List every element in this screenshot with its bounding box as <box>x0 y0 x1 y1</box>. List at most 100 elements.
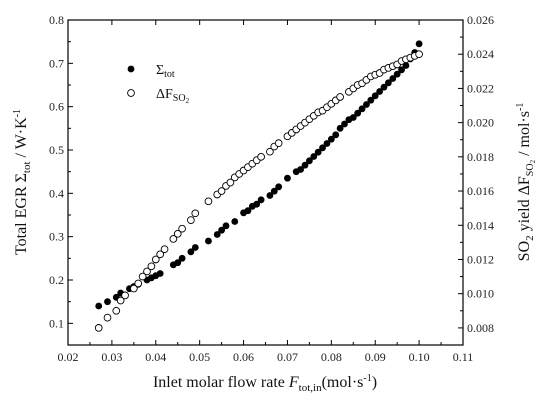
sigma-tot-point <box>231 218 239 225</box>
sigma-tot-point <box>384 79 392 87</box>
y-right-tick-label: 0.022 <box>467 81 494 95</box>
sigma-tot-point <box>301 161 309 169</box>
y-axis-right-title: SO2 yield ΔFSO2 / mol·s-1 <box>515 103 537 262</box>
delta-f-so2-point <box>138 272 147 281</box>
legend-entry-delta-f: ΔFSO2 <box>156 87 190 105</box>
y-right-tick-label: 0.026 <box>467 13 494 27</box>
x-tick-label: 0.05 <box>189 350 210 364</box>
delta-f-so2-point <box>217 187 226 195</box>
delta-f-so2-point <box>103 313 112 322</box>
legend-marker-open <box>127 89 135 97</box>
sigma-tot-point <box>205 237 212 245</box>
sigma-tot-point <box>371 92 379 100</box>
sigma-tot-point <box>393 70 401 78</box>
y-left-tick-label: 0.6 <box>49 100 64 114</box>
delta-f-so2-point <box>266 147 274 156</box>
x-tick-label: 0.11 <box>453 350 474 364</box>
sigma-tot-point <box>398 66 405 74</box>
sigma-tot-point <box>415 40 423 48</box>
points-layer <box>94 40 423 332</box>
sigma-tot-point <box>156 270 164 277</box>
sigma-tot-point <box>314 148 322 156</box>
x-tick-label: 0.07 <box>277 350 298 364</box>
delta-f-so2-point <box>178 224 186 233</box>
sigma-tot-point <box>323 140 331 147</box>
delta-f-so2-point <box>134 279 143 288</box>
delta-f-so2-point <box>156 250 165 259</box>
delta-f-so2-point <box>415 50 423 59</box>
delta-f-so2-point <box>173 229 182 238</box>
delta-f-so2-point <box>257 152 265 161</box>
sigma-tot-point <box>275 183 283 191</box>
delta-f-so2-point <box>274 139 283 148</box>
sigma-tot-point <box>310 153 318 160</box>
sigma-tot-point <box>363 101 370 108</box>
sigma-tot-point <box>178 254 186 262</box>
y-left-tick-label: 0.5 <box>49 143 64 157</box>
sigma-tot-point <box>174 259 182 267</box>
legend-marker-filled <box>127 65 135 73</box>
sigma-tot-point <box>389 75 397 82</box>
x-tick-label: 0.02 <box>58 350 79 364</box>
sigma-tot-point <box>104 298 111 306</box>
y-left-tick-label: 0.7 <box>49 56 64 70</box>
y-left-tick-label: 0.2 <box>49 273 64 287</box>
x-tick-label: 0.03 <box>101 350 122 364</box>
plot-frame <box>67 19 464 346</box>
x-tick-label: 0.10 <box>409 350 430 364</box>
sigma-tot-point <box>367 96 375 104</box>
sigma-tot-point <box>244 207 252 215</box>
y-right-tick-label: 0.014 <box>467 218 494 232</box>
sigma-tot-point <box>354 109 362 117</box>
sigma-tot-point <box>336 124 344 132</box>
sigma-tot-point <box>332 131 340 139</box>
delta-f-so2-point <box>129 284 138 293</box>
delta-f-so2-point <box>191 209 200 218</box>
x-tick-label: 0.09 <box>365 350 386 364</box>
legend: Σtot ΔFSO2 <box>127 63 190 105</box>
sigma-tot-point <box>380 83 388 91</box>
sigma-tot-point <box>191 244 199 251</box>
sigma-tot-point <box>297 166 305 173</box>
delta-f-so2-point <box>187 216 195 224</box>
x-tick-label: 0.08 <box>321 350 342 364</box>
sigma-tot-point <box>270 187 278 195</box>
y-left-tick-label: 0.1 <box>49 316 64 330</box>
sigma-tot-point <box>257 196 265 204</box>
delta-f-so2-point <box>143 267 151 276</box>
delta-f-so2-point <box>226 178 235 187</box>
legend-entry-sigma: Σtot <box>156 63 175 80</box>
ticks-layer: 0.02 0.03 0.04 0.05 0.06 0.07 0.08 0.09 0.10 0.11… <box>49 13 494 364</box>
sigma-tot-point <box>284 174 291 182</box>
delta-f-so2-point <box>94 324 103 332</box>
y-right-tick-label: 0.024 <box>467 47 494 61</box>
delta-f-so2-point <box>147 262 156 271</box>
delta-f-so2-point <box>204 197 213 206</box>
y-right-tick-label: 0.016 <box>467 184 494 198</box>
sigma-tot-point <box>327 135 335 143</box>
y-left-tick-label: 0.8 <box>49 13 64 27</box>
sigma-tot-point <box>213 231 221 238</box>
y-right-tick-label: 0.018 <box>467 150 494 164</box>
sigma-tot-point <box>319 144 326 152</box>
x-tick-label: 0.06 <box>233 350 254 364</box>
sigma-tot-point <box>253 200 261 208</box>
y-left-tick-label: 0.3 <box>49 230 64 244</box>
sigma-tot-point <box>222 222 230 230</box>
y-right-tick-label: 0.020 <box>467 116 494 130</box>
sigma-tot-point <box>376 88 384 95</box>
sigma-tot-point <box>187 248 195 256</box>
delta-f-so2-point <box>160 245 169 254</box>
x-tick-label: 0.04 <box>145 350 166 364</box>
sigma-tot-point <box>358 105 366 113</box>
sigma-tot-point <box>341 120 348 128</box>
sigma-tot-point <box>266 192 274 199</box>
sigma-tot-point <box>95 302 103 310</box>
y-right-tick-label: 0.008 <box>467 321 494 335</box>
delta-f-so2-point <box>116 296 125 305</box>
y-axis-left-title: Total EGR Σtot / W·K-1 <box>12 109 33 255</box>
sigma-tot-point <box>349 114 357 121</box>
delta-f-so2-point <box>151 255 160 264</box>
sigma-tot-point <box>305 157 313 165</box>
